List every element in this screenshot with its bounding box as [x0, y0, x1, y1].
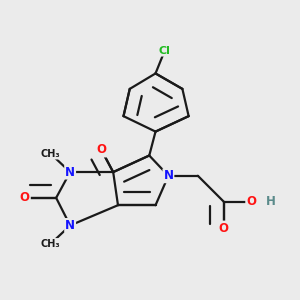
- Text: Cl: Cl: [159, 46, 171, 56]
- Text: CH₃: CH₃: [41, 239, 60, 249]
- Text: O: O: [20, 191, 30, 204]
- Text: methyl: methyl: [51, 152, 56, 154]
- Text: N: N: [65, 166, 75, 178]
- Text: O: O: [96, 143, 106, 157]
- Text: CH₃: CH₃: [41, 149, 60, 159]
- Text: H: H: [266, 195, 276, 208]
- Text: N: N: [164, 169, 173, 182]
- Text: N: N: [65, 219, 75, 232]
- Text: O: O: [219, 221, 229, 235]
- Text: O: O: [246, 195, 256, 208]
